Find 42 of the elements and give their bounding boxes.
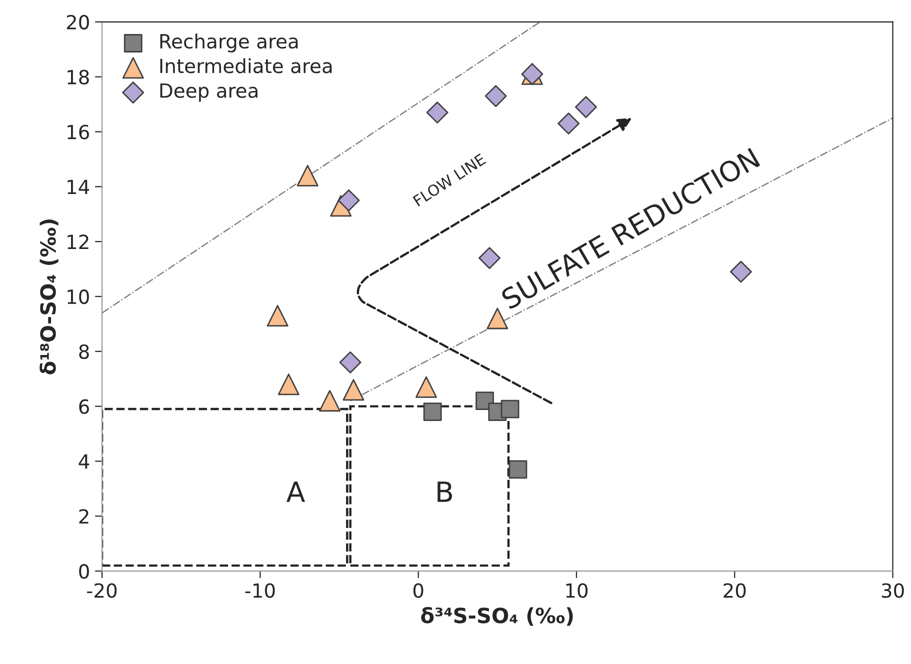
y-tick-label: 12 xyxy=(68,234,88,249)
point xyxy=(508,460,528,479)
y-tick-label: 0 xyxy=(79,564,89,579)
x-tick-label: -20 xyxy=(87,583,117,598)
x-tick-label: 20 xyxy=(724,583,746,598)
point xyxy=(415,376,437,398)
y-tick-label: 2 xyxy=(79,509,88,524)
y-tick-label: 6 xyxy=(79,399,89,414)
point xyxy=(574,96,597,118)
point xyxy=(423,402,442,421)
point xyxy=(338,189,360,212)
annotation: B xyxy=(438,482,452,502)
x-tick-label: 30 xyxy=(882,583,904,598)
annotation: A xyxy=(286,482,306,502)
point xyxy=(478,247,500,270)
x-tick-label: 0 xyxy=(413,583,424,598)
point xyxy=(319,390,341,412)
y-axis-title: δ¹⁸O-SO₄ (‰) xyxy=(40,220,58,374)
y-tick-label: 18 xyxy=(68,70,89,84)
point xyxy=(486,308,508,330)
point xyxy=(266,304,288,326)
x-tick-label: -10 xyxy=(245,583,275,598)
point xyxy=(426,102,448,124)
legend-label: Recharge area xyxy=(160,34,298,52)
point xyxy=(730,260,752,283)
legend-label: Deep area xyxy=(160,83,258,102)
point xyxy=(500,400,520,418)
y-tick-label: 10 xyxy=(68,289,89,304)
legend-label: Intermediate area xyxy=(160,58,332,74)
point xyxy=(296,164,318,186)
y-tick-label: 4 xyxy=(78,454,90,469)
point xyxy=(278,374,300,396)
point xyxy=(484,85,507,108)
point xyxy=(339,351,362,374)
x-axis-title: δ³⁴S-SO₄ (‰) xyxy=(421,607,573,626)
y-tick-label: 8 xyxy=(79,344,89,360)
point xyxy=(558,112,580,134)
y-tick-label: 16 xyxy=(68,124,89,140)
y-tick-label: 14 xyxy=(68,180,90,194)
point xyxy=(342,379,364,401)
x-tick-label: 10 xyxy=(566,583,588,598)
y-tick-label: 20 xyxy=(66,14,89,30)
